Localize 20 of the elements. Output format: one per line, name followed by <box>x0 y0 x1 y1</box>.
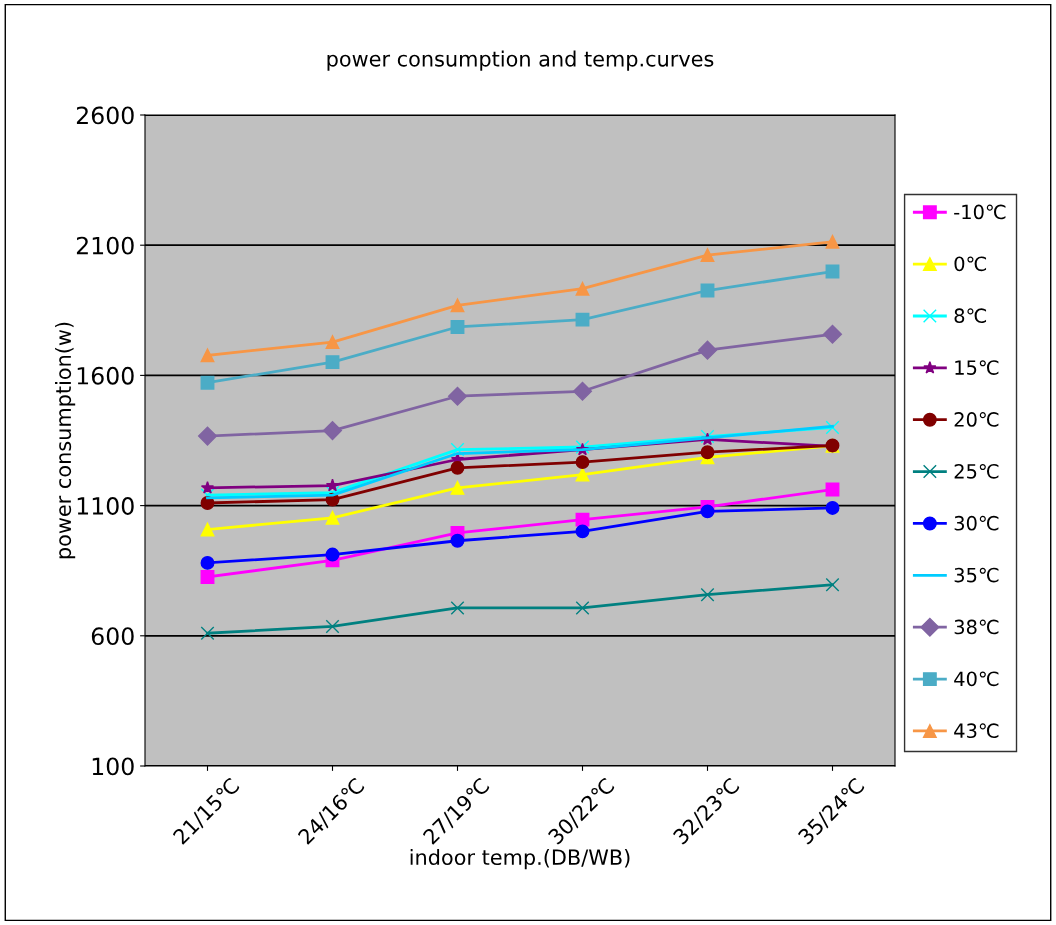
legend-label: 35℃ <box>954 567 999 583</box>
y-tick-label: 1100 <box>77 497 134 515</box>
legend-label: 43℃ <box>954 723 999 739</box>
y-tick-label: 2100 <box>76 236 134 255</box>
y-tick-label: 2600 <box>76 106 134 125</box>
chart-title: power consumption and temp.curves <box>327 50 714 71</box>
y-tick-label: 1600 <box>77 366 134 385</box>
legend-label: 20℃ <box>954 412 999 427</box>
legend-label: 40℃ <box>954 671 999 687</box>
legend-label: 38℃ <box>954 619 999 635</box>
legend-label: 0℃ <box>954 256 987 272</box>
y-axis-title: power consumption(w) <box>55 322 76 559</box>
x-axis-title: indoor temp.(DB/WB) <box>410 848 630 870</box>
y-tick-label: 600 <box>91 627 134 646</box>
legend-label: -10℃ <box>954 204 1006 220</box>
legend-label: 15℃ <box>955 360 999 375</box>
legend-label: 8℃ <box>954 308 987 324</box>
legend-label: 30℃ <box>954 515 999 531</box>
legend-label: 25℃ <box>954 463 999 479</box>
y-tick-label: 100 <box>92 757 134 776</box>
